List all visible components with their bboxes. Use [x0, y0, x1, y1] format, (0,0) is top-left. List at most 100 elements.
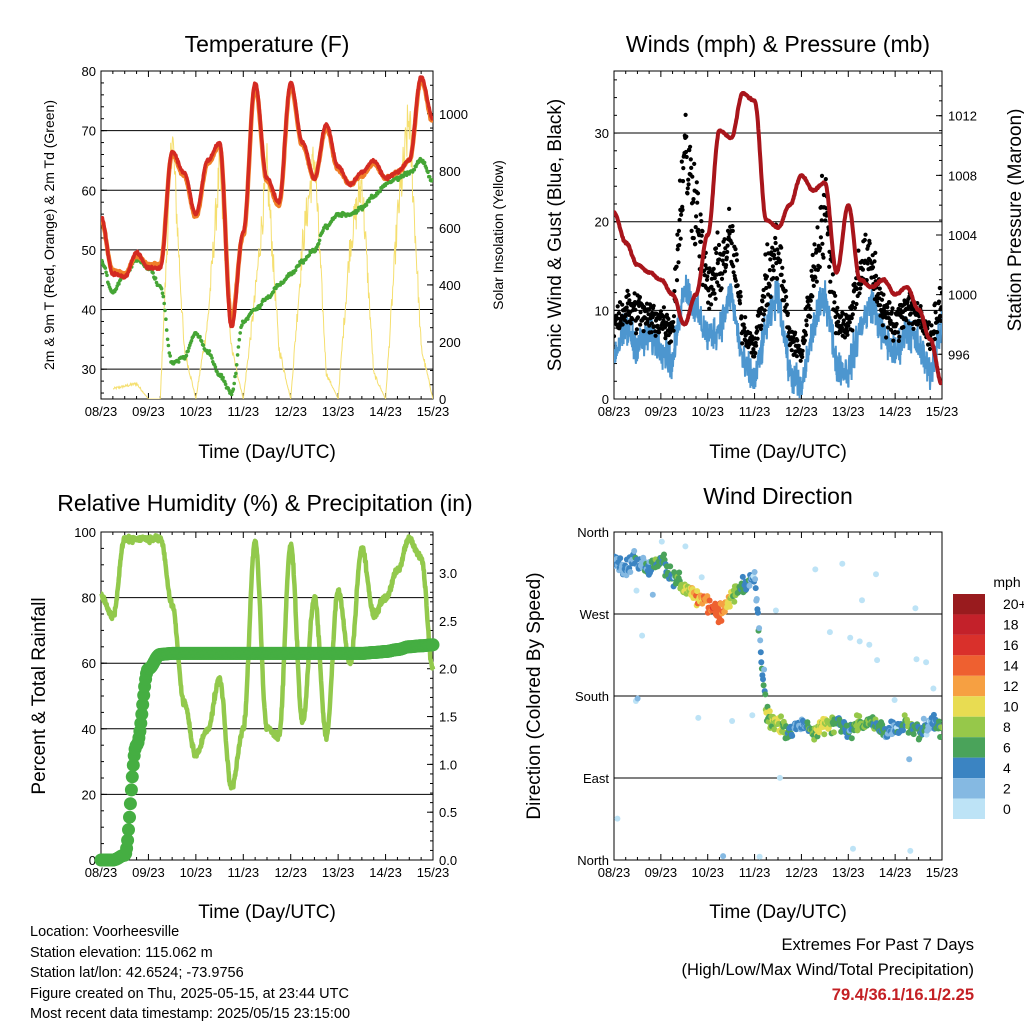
- dewpoint-point: [168, 354, 172, 358]
- gust-point: [697, 254, 702, 259]
- dewpoint-point: [240, 323, 244, 328]
- dewpoint-point: [293, 268, 298, 273]
- gust-point: [806, 303, 811, 308]
- gust-point: [734, 258, 740, 263]
- direction-point: [920, 715, 927, 722]
- y-tick-label: 60: [82, 656, 96, 671]
- direction-point: [695, 714, 702, 721]
- direction-point: [720, 853, 727, 860]
- colorbar-swatch: [953, 614, 985, 635]
- colorbar-label: 6: [1003, 739, 1011, 755]
- dewpoint-point: [378, 189, 383, 194]
- y-tick-label: 80: [82, 64, 96, 79]
- y2-tick-label: 1004: [948, 228, 977, 243]
- gust-point: [808, 298, 813, 303]
- gust-point: [850, 312, 855, 317]
- direction-point: [901, 712, 908, 719]
- direction-point: [900, 727, 906, 734]
- colorbar-swatch: [953, 798, 985, 819]
- gust-point: [918, 304, 923, 309]
- gust-point: [715, 230, 720, 235]
- gust-point: [784, 294, 789, 299]
- gust-point: [836, 319, 841, 324]
- gust-point: [768, 294, 773, 299]
- direction-point: [749, 712, 756, 719]
- extremes-title: Extremes For Past 7 Days: [781, 936, 974, 954]
- direction-point: [936, 718, 942, 725]
- dewpoint-point: [154, 280, 159, 285]
- gust-point: [904, 318, 909, 323]
- x-tick-label: 10/23: [180, 865, 213, 880]
- gust-point: [773, 235, 778, 241]
- gust-point: [823, 218, 828, 223]
- gust-point: [733, 247, 738, 252]
- gust-point: [937, 285, 942, 291]
- dewpoint-point: [201, 343, 206, 348]
- gust-point: [689, 165, 694, 170]
- gust-point: [793, 330, 798, 335]
- humidity-xlabel: Time (Day/UTC): [198, 902, 336, 923]
- y-tick-label: 10: [595, 303, 609, 318]
- x-tick-label: 12/23: [274, 404, 307, 419]
- dewpoint-point: [227, 388, 231, 393]
- gust-point: [635, 315, 641, 320]
- gust-point: [693, 241, 698, 246]
- x-tick-label: 11/23: [739, 404, 771, 419]
- y-tick-label: East: [583, 771, 609, 786]
- gust-point: [891, 338, 896, 343]
- gust-point: [784, 302, 789, 307]
- x-tick-label: 15/23: [417, 404, 450, 419]
- direction-point: [756, 625, 763, 632]
- winds-title: Winds (mph) & Pressure (mb): [626, 31, 930, 57]
- gust-point: [674, 264, 679, 269]
- gust-point: [812, 242, 817, 247]
- direction-point: [930, 711, 937, 718]
- y2-tick-label: 2.5: [439, 614, 457, 629]
- gust-point: [694, 214, 699, 219]
- gust-point: [819, 218, 824, 223]
- x-tick-label: 08/23: [598, 865, 631, 880]
- gust-point: [832, 300, 837, 305]
- gust-point: [742, 325, 747, 330]
- gust-point: [671, 314, 677, 319]
- gust-point: [737, 301, 743, 306]
- direction-point: [772, 607, 779, 614]
- gust-point: [634, 327, 640, 332]
- y-tick-label: 100: [74, 525, 96, 540]
- direction-point: [614, 815, 621, 822]
- gust-point: [706, 288, 711, 293]
- gust-point: [620, 322, 625, 327]
- gust-point: [755, 329, 760, 334]
- gust-point: [810, 252, 815, 258]
- gust-point: [771, 276, 776, 281]
- gust-point: [688, 144, 693, 149]
- gust-point: [767, 268, 773, 273]
- colorbar-swatch: [953, 757, 985, 779]
- gust-point: [731, 264, 736, 269]
- direction-point: [764, 703, 771, 710]
- gust-point: [881, 292, 886, 297]
- gust-point: [676, 228, 682, 233]
- y2-tick-label: 0.0: [439, 853, 457, 868]
- direction-ylabel: Direction (Colored By Speed): [524, 572, 545, 819]
- gust-point: [683, 149, 689, 155]
- gust-point: [713, 296, 718, 301]
- colorbar-swatch: [953, 778, 985, 799]
- gust-point: [764, 274, 770, 279]
- plot-frame: [100, 70, 434, 400]
- dewpoint-point: [103, 266, 108, 270]
- gust-point: [720, 271, 725, 276]
- gust-point: [896, 338, 902, 343]
- gust-point: [676, 260, 681, 265]
- direction-point: [706, 597, 713, 604]
- direction-point: [847, 634, 854, 641]
- gust-point: [653, 333, 658, 338]
- gust-point: [775, 247, 780, 252]
- gust-point: [796, 343, 801, 348]
- temperature-y2label: Solar Insolation (Yellow): [490, 160, 506, 310]
- dewpoint-point: [166, 343, 171, 348]
- gust-point: [703, 263, 708, 268]
- y-tick-label: 60: [82, 183, 96, 198]
- humidity-series: [94, 533, 440, 867]
